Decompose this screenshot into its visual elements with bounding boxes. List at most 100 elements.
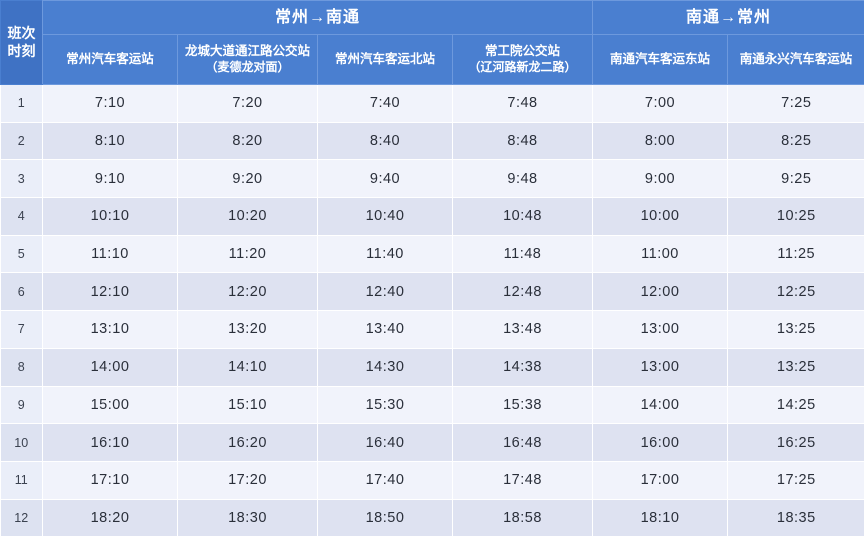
departure-time-cell: 14:25	[728, 386, 864, 424]
departure-time-cell: 16:20	[178, 424, 318, 462]
station-header-nantong-east-station: 南通汽车客运东站	[593, 35, 728, 85]
departure-time-cell: 8:00	[593, 122, 728, 160]
header-corner-cell: 班次 时刻	[1, 1, 43, 85]
departure-time-cell: 16:25	[728, 424, 864, 462]
departure-time-cell: 13:25	[728, 348, 864, 386]
departure-time-cell: 16:10	[43, 424, 178, 462]
departure-time-cell: 9:20	[178, 160, 318, 198]
station-header-changzhou-bus-station: 常州汽车客运站	[43, 35, 178, 85]
departure-time-cell: 12:48	[453, 273, 593, 311]
departure-time-cell: 14:00	[593, 386, 728, 424]
departure-time-cell: 13:20	[178, 311, 318, 349]
row-index-cell: 1	[1, 85, 43, 123]
station-header-changzhou-north-station: 常州汽车客运北站	[318, 35, 453, 85]
departure-time-cell: 13:25	[728, 311, 864, 349]
departure-time-cell: 10:48	[453, 198, 593, 236]
departure-time-cell: 11:40	[318, 235, 453, 273]
station-sub-name: （辽河路新龙二路）	[456, 60, 589, 75]
departure-time-cell: 7:40	[318, 85, 453, 123]
departure-time-cell: 12:00	[593, 273, 728, 311]
departure-time-cell: 18:58	[453, 499, 593, 537]
departure-time-cell: 11:10	[43, 235, 178, 273]
station-name: 龙城大道通江路公交站	[181, 44, 314, 60]
departure-time-cell: 10:25	[728, 198, 864, 236]
station-name: 常州汽车客运北站	[321, 52, 449, 68]
departure-time-cell: 7:48	[453, 85, 593, 123]
departure-time-cell: 17:10	[43, 461, 178, 499]
table-header: 班次 时刻 常州→南通 南通→常州 常州汽车客运站 龙城大道通江路公交站 （麦德…	[1, 1, 864, 85]
departure-time-cell: 15:00	[43, 386, 178, 424]
departure-time-cell: 9:00	[593, 160, 728, 198]
departure-time-cell: 16:40	[318, 424, 453, 462]
departure-time-cell: 17:20	[178, 461, 318, 499]
departure-time-cell: 17:00	[593, 461, 728, 499]
departure-time-cell: 8:20	[178, 122, 318, 160]
departure-time-cell: 8:25	[728, 122, 864, 160]
row-index-cell: 7	[1, 311, 43, 349]
departure-time-cell: 15:38	[453, 386, 593, 424]
station-header-changgongyuan: 常工院公交站 （辽河路新龙二路）	[453, 35, 593, 85]
departure-time-cell: 10:10	[43, 198, 178, 236]
departure-time-cell: 17:48	[453, 461, 593, 499]
departure-time-cell: 18:30	[178, 499, 318, 537]
station-name: 常工院公交站	[456, 44, 589, 60]
departure-time-cell: 11:20	[178, 235, 318, 273]
departure-time-cell: 13:48	[453, 311, 593, 349]
group-header-changzhou-to-nantong: 常州→南通	[43, 1, 593, 35]
row-index-cell: 3	[1, 160, 43, 198]
departure-time-cell: 9:10	[43, 160, 178, 198]
departure-time-cell: 18:10	[593, 499, 728, 537]
departure-time-cell: 10:40	[318, 198, 453, 236]
departure-time-cell: 8:10	[43, 122, 178, 160]
bus-timetable-container: 班次 时刻 常州→南通 南通→常州 常州汽车客运站 龙城大道通江路公交站 （麦德…	[0, 0, 864, 499]
header-row-groups: 班次 时刻 常州→南通 南通→常州	[1, 1, 864, 35]
departure-time-cell: 7:25	[728, 85, 864, 123]
departure-time-cell: 17:40	[318, 461, 453, 499]
departure-time-cell: 15:30	[318, 386, 453, 424]
departure-time-cell: 14:30	[318, 348, 453, 386]
departure-time-cell: 7:00	[593, 85, 728, 123]
corner-label-line1: 班次	[1, 25, 42, 43]
departure-time-cell: 11:25	[728, 235, 864, 273]
row-index-cell: 2	[1, 122, 43, 160]
row-index-cell: 10	[1, 424, 43, 462]
departure-time-cell: 14:00	[43, 348, 178, 386]
station-name: 常州汽车客运站	[46, 52, 174, 68]
station-header-longcheng-road: 龙城大道通江路公交站 （麦德龙对面）	[178, 35, 318, 85]
departure-time-cell: 13:10	[43, 311, 178, 349]
departure-time-cell: 10:00	[593, 198, 728, 236]
departure-time-cell: 13:00	[593, 311, 728, 349]
departure-time-cell: 9:40	[318, 160, 453, 198]
row-index-cell: 5	[1, 235, 43, 273]
departure-time-cell: 11:00	[593, 235, 728, 273]
departure-time-cell: 18:50	[318, 499, 453, 537]
departure-time-cell: 11:48	[453, 235, 593, 273]
station-header-nantong-yongxing-station: 南通永兴汽车客运站	[728, 35, 864, 85]
row-index-cell: 11	[1, 461, 43, 499]
row-index-cell: 12	[1, 499, 43, 537]
station-name: 南通汽车客运东站	[596, 52, 724, 68]
departure-time-cell: 18:35	[728, 499, 864, 537]
row-index-cell: 8	[1, 348, 43, 386]
departure-time-cell: 14:38	[453, 348, 593, 386]
station-name: 南通永兴汽车客运站	[731, 52, 861, 68]
departure-time-cell: 16:48	[453, 424, 593, 462]
row-index-cell: 9	[1, 386, 43, 424]
departure-time-cell: 13:40	[318, 311, 453, 349]
header-row-stations: 常州汽车客运站 龙城大道通江路公交站 （麦德龙对面） 常州汽车客运北站 常工院公…	[1, 35, 864, 85]
group-header-nantong-to-changzhou: 南通→常州	[593, 1, 864, 35]
row-index-cell: 6	[1, 273, 43, 311]
departure-time-cell: 17:25	[728, 461, 864, 499]
station-sub-name: （麦德龙对面）	[181, 60, 314, 75]
